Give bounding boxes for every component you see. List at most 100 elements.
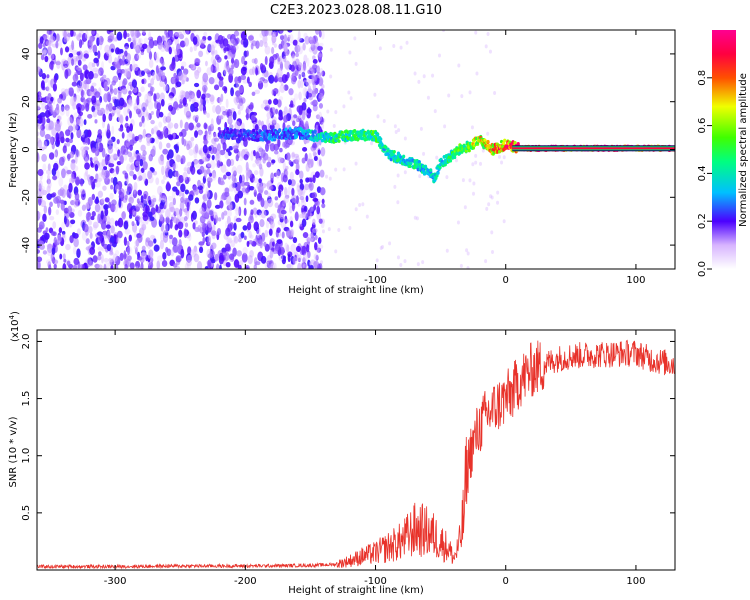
spectrogram-noise-cell [225, 200, 229, 206]
spectrogram-noise-cell [141, 223, 147, 231]
spectrogram-noise-cell [64, 46, 70, 53]
spectrogram-faint-cell [327, 227, 331, 232]
spectrogram-noise-cell [284, 60, 291, 70]
spectrogram-noise-cell [124, 50, 128, 57]
spectrogram-noise-cell [92, 73, 99, 79]
spectrogram-noise-cell [56, 234, 62, 244]
spectrogram-noise-cell [67, 205, 73, 215]
spectrogram-noise-cell [318, 78, 324, 86]
spectrogram-noise-cell [73, 198, 79, 208]
spectrogram-noise-cell [85, 212, 92, 221]
spectrogram-faint-cell [488, 49, 492, 54]
spectrogram-noise-cell [132, 86, 138, 94]
spectrogram-noise-cell [77, 59, 82, 66]
spectrogram-faint-cell [354, 207, 358, 212]
spectrogram-noise-cell [270, 221, 274, 230]
snr-xtick-label: 0 [503, 576, 509, 587]
spectrogram-noise-cell [302, 63, 307, 73]
spectrogram-noise-cell [257, 78, 263, 84]
spectrogram-noise-cell [71, 40, 75, 51]
spectrogram-noise-cell [212, 105, 217, 114]
spectrogram-noise-cell [37, 239, 40, 245]
spectrogram-noise-cell [46, 248, 52, 256]
spectrogram-faint-cell [484, 259, 488, 264]
spectrogram-noise-cell [91, 62, 96, 68]
spectrogram-noise-cell [207, 253, 213, 259]
spectrogram-noise-cell [252, 207, 258, 215]
spectrogram-noise-cell [261, 72, 266, 77]
snr-multiplier-exponent: 4 [8, 314, 16, 319]
spectrogram-noise-cell [319, 187, 326, 196]
spectrogram-noise-cell [184, 189, 189, 195]
spectrogram-noise-cell [252, 163, 256, 168]
spectrogram-noise-cell [94, 163, 99, 172]
spectrogram-noise-cell [244, 148, 248, 153]
spectrogram-noise-cell [37, 169, 44, 177]
spectrogram-noise-cell [201, 231, 205, 238]
snr-xlabel: Height of straight line (km) [288, 585, 424, 596]
spectrogram-noise-cell [306, 57, 310, 67]
spectrogram-noise-cell [215, 54, 220, 61]
colorbar: 0.0 0.2 0.4 0.6 0.8 Normalized spectral ampl… [697, 30, 749, 277]
colorbar-tick-label: 0.0 [697, 261, 708, 277]
spectrogram-noise-cell [152, 40, 159, 46]
spectrogram-noise-cell [289, 33, 294, 44]
spectrogram-noise-cell [216, 150, 221, 159]
spectrogram-faint-cell [445, 248, 449, 253]
spectrogram-noise-cell [158, 155, 164, 166]
spectrogram-faint-cell [442, 30, 446, 33]
spectrogram-noise-cell [153, 51, 157, 61]
spectrogram-noise-cell [248, 185, 255, 191]
spectrogram-noise-cell [214, 192, 218, 201]
spectrogram-noise-cell [49, 136, 54, 145]
spectrogram-noise-cell [234, 76, 240, 84]
spectrogram-noise-cell [181, 192, 185, 202]
spectrogram-noise-cell [295, 155, 300, 165]
spectrogram-noise-cell [223, 86, 228, 94]
spectrogram-noise-cell [62, 253, 66, 260]
spectrogram-noise-cell [297, 262, 302, 269]
spectrogram-noise-cell [240, 122, 245, 130]
spectrogram-noise-cell [55, 61, 61, 66]
spectrogram-noise-cell [243, 207, 247, 217]
spectrogram-noise-cell [312, 58, 318, 64]
spectrogram-noise-cell [173, 101, 179, 110]
spectrogram-noise-cell [123, 236, 128, 247]
spectrogram-noise-cell [262, 156, 266, 164]
spectrogram-faint-cell [457, 63, 461, 68]
spectrogram-noise-cell [148, 59, 154, 68]
spectrogram-noise-cell [175, 255, 182, 263]
spectrogram-noise-cell [218, 255, 224, 265]
spectrogram-noise-cell [103, 257, 109, 263]
spectrogram-noise-cell [121, 132, 125, 139]
spectrogram-noise-cell [260, 182, 267, 189]
spectrogram-noise-cell [103, 263, 107, 269]
spectrogram-noise-cell [108, 163, 115, 168]
spectrogram-noise-cell [246, 221, 252, 231]
spectrogram-noise-cell [207, 35, 212, 41]
spectrogram-noise-cell [273, 150, 279, 155]
spectrogram-noise-cell [273, 143, 280, 151]
spectrogram-noise-cell [131, 209, 135, 216]
spectrogram-noise-cell [106, 229, 111, 239]
spectrogram-noise-cell [243, 153, 249, 161]
spectrogram-noise-cell [84, 30, 89, 39]
spectrogram-noise-cell [268, 216, 273, 222]
spectrogram-faint-cell [474, 30, 478, 35]
spectrogram-noise-cell [54, 121, 61, 129]
spectrogram-noise-cell [150, 119, 155, 125]
spectrogram-noise-cell [178, 174, 184, 184]
spectrogram-noise-cell [272, 185, 277, 192]
spectrogram-noise-cell [105, 224, 111, 229]
spectrogram-noise-cell [280, 221, 287, 229]
spectrogram-noise-cell [242, 78, 248, 84]
spectrogram-noise-cell [147, 101, 154, 110]
spectrogram-noise-cell [103, 236, 110, 244]
spectrogram-noise-cell [85, 102, 90, 112]
spectrogram-noise-cell [150, 69, 155, 76]
spectrogram-noise-cell [298, 73, 302, 80]
spectrogram-noise-cell [201, 93, 206, 100]
spectrogram-noise-cell [150, 234, 156, 240]
spectrogram-noise-cell [70, 30, 74, 37]
spectrogram-noise-cell [278, 116, 284, 121]
